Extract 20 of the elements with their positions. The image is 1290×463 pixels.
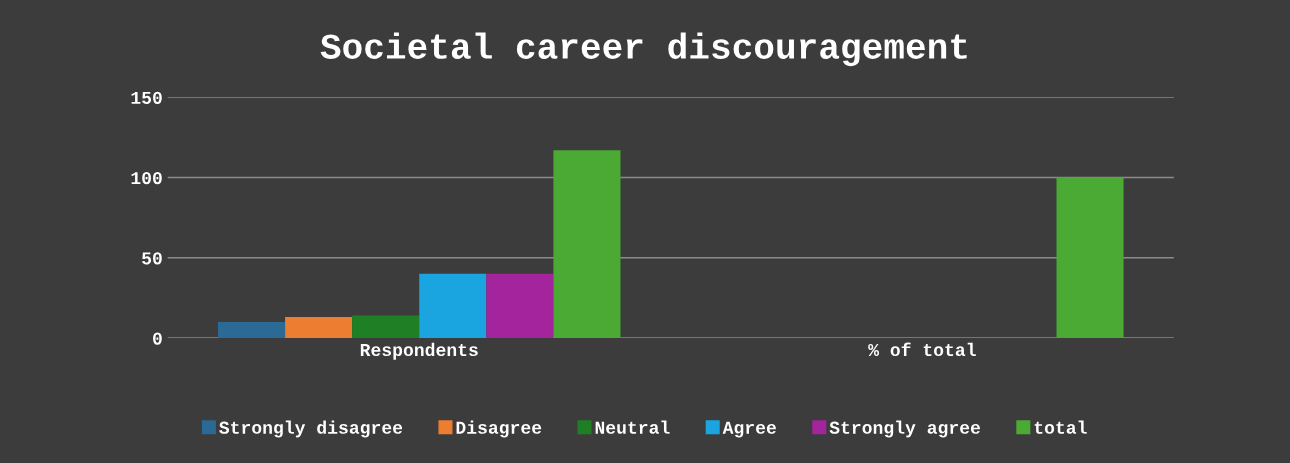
legend-label: Strongly disagree (219, 420, 403, 438)
legend-label: total (1034, 420, 1087, 434)
x-tick-label: Respondents (360, 342, 478, 360)
y-tick-label: 50 (142, 252, 162, 265)
legend-label: Strongly agree (829, 420, 980, 438)
chart-title: Societal career discouragement (320, 32, 967, 67)
bar (419, 273, 487, 338)
y-tick-label: 150 (131, 91, 162, 104)
y-tick-label: 0 (153, 332, 162, 345)
bar (285, 317, 353, 338)
bar (553, 150, 621, 338)
y-tick-label: 100 (131, 171, 162, 185)
bar (352, 315, 420, 338)
bar (1056, 177, 1124, 338)
legend-label: Neutral (595, 420, 670, 434)
legend-label: Agree (722, 421, 776, 438)
x-tick-label: % of total (868, 342, 976, 357)
bar (218, 321, 286, 338)
bar (486, 273, 554, 338)
legend-label: Disagree (456, 420, 542, 438)
